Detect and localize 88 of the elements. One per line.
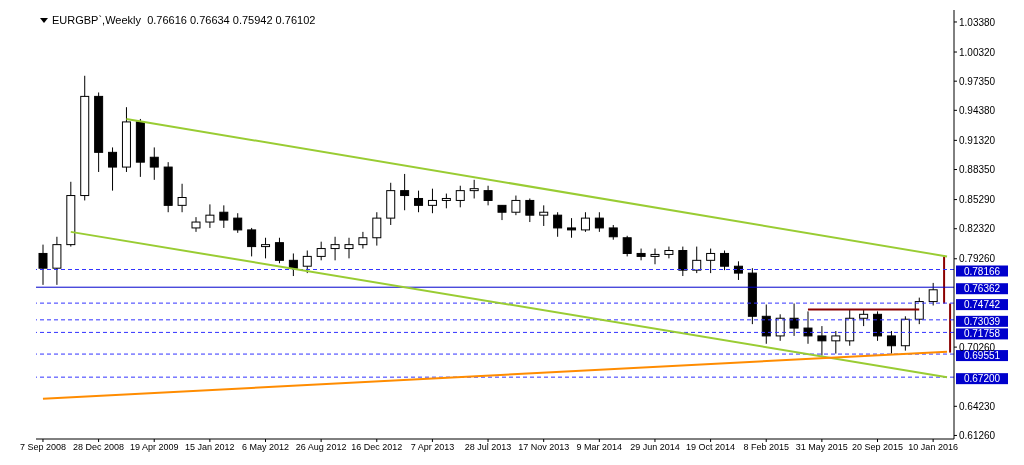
candlestick xyxy=(678,246,688,277)
ref-line-label: 0.71758 xyxy=(963,328,1001,340)
candlestick xyxy=(831,330,841,355)
candlestick xyxy=(497,204,507,221)
y-tick-label: 1.00320 xyxy=(959,46,996,58)
candlestick xyxy=(372,211,382,247)
candlestick xyxy=(650,248,660,265)
ref-line-label: 0.73039 xyxy=(963,315,1001,327)
candlestick xyxy=(803,310,813,345)
candlestick xyxy=(594,211,604,233)
candlestick xyxy=(720,250,730,271)
candlestick xyxy=(789,303,799,337)
candlestick xyxy=(330,236,340,261)
x-tick-label: 31 May 2015 xyxy=(795,442,848,453)
candlestick xyxy=(636,248,646,261)
ref-line-label: 0.74742 xyxy=(963,299,1001,311)
y-tick-label: 0.82320 xyxy=(959,223,996,235)
candlestick xyxy=(539,204,549,227)
x-tick-label: 7 Sep 2008 xyxy=(19,442,66,453)
x-tick-label: 15 Jan 2012 xyxy=(185,442,235,453)
candlestick xyxy=(483,185,493,206)
candlestick xyxy=(108,146,118,192)
candlestick xyxy=(52,236,62,286)
candlestick xyxy=(706,248,716,274)
ref-line-label: 0.78166 xyxy=(963,265,1001,277)
y-tick-label: 0.61260 xyxy=(959,430,996,442)
x-tick-label: 19 Apr 2009 xyxy=(129,442,179,453)
chart-title: EURGBP`,Weekly 0.76616 0.76634 0.75942 0.76102 xyxy=(52,14,316,26)
candlestick xyxy=(733,260,743,281)
ref-line-label: 0.76362 xyxy=(963,283,1001,295)
candlestick xyxy=(886,330,896,355)
y-tick-label: 0.70260 xyxy=(959,341,996,353)
candlestick xyxy=(427,188,437,214)
candlestick xyxy=(455,185,465,208)
y-tick-label: 0.79260 xyxy=(959,253,996,265)
candlestick xyxy=(149,146,159,181)
candlestick xyxy=(580,211,590,233)
candlestick xyxy=(761,304,771,345)
candlestick xyxy=(928,282,938,306)
candlestick xyxy=(177,183,187,213)
candlestick xyxy=(664,246,674,259)
candlestick xyxy=(233,212,243,234)
candlestick xyxy=(873,310,883,342)
candlestick xyxy=(302,250,312,274)
candlestick xyxy=(567,217,577,239)
x-tick-label: 10 Jan 2016 xyxy=(908,442,958,453)
y-tick-label: 1.03380 xyxy=(959,16,996,28)
candlestick xyxy=(344,237,354,259)
candlestick xyxy=(261,237,271,259)
x-tick-label: 7 Apr 2013 xyxy=(410,442,455,453)
candlestick xyxy=(817,325,827,357)
x-tick-label: 17 Nov 2013 xyxy=(518,442,570,453)
candlestick xyxy=(38,244,48,286)
candlestick xyxy=(622,235,632,257)
ref-line-label: 0.67200 xyxy=(963,373,1001,385)
x-tick-label: 6 May 2012 xyxy=(241,442,290,453)
candlestick xyxy=(219,204,229,229)
candlestick xyxy=(247,227,257,257)
y-tick-label: 0.91320 xyxy=(959,134,996,146)
candlestick xyxy=(553,211,563,238)
x-tick-label: 8 Feb 2015 xyxy=(743,442,789,453)
x-tick-label: 16 Dec 2012 xyxy=(351,442,403,453)
candlestick xyxy=(414,190,424,213)
candlestick xyxy=(316,241,326,261)
candlestick xyxy=(274,237,284,264)
candlestick xyxy=(358,231,368,250)
candlestick xyxy=(525,197,535,223)
ref-line-label: 0.69551 xyxy=(963,350,1001,362)
x-tick-label: 20 Sep 2015 xyxy=(851,442,904,453)
candlestick xyxy=(400,173,410,211)
x-tick-label: 28 Jul 2013 xyxy=(464,442,512,453)
candlestick xyxy=(469,179,479,199)
candlestick xyxy=(191,216,201,233)
candlestick xyxy=(692,246,702,274)
y-tick-label: 0.64230 xyxy=(959,400,996,412)
candlestick xyxy=(205,203,215,229)
candlestick xyxy=(845,308,855,347)
y-tick-label: 0.85290 xyxy=(959,194,996,206)
x-tick-label: 29 Jun 2014 xyxy=(630,442,680,453)
y-tick-label: 0.88350 xyxy=(959,164,996,176)
candlestick xyxy=(775,313,785,342)
x-tick-label: 28 Dec 2008 xyxy=(73,442,125,453)
y-tick-label: 0.97350 xyxy=(959,75,996,87)
y-tick-label: 0.94380 xyxy=(959,104,996,116)
x-tick-label: 26 Aug 2012 xyxy=(295,442,347,453)
x-tick-label: 19 Oct 2014 xyxy=(686,442,736,453)
x-tick-label: 9 Mar 2014 xyxy=(576,442,623,453)
candlestick xyxy=(511,195,521,216)
